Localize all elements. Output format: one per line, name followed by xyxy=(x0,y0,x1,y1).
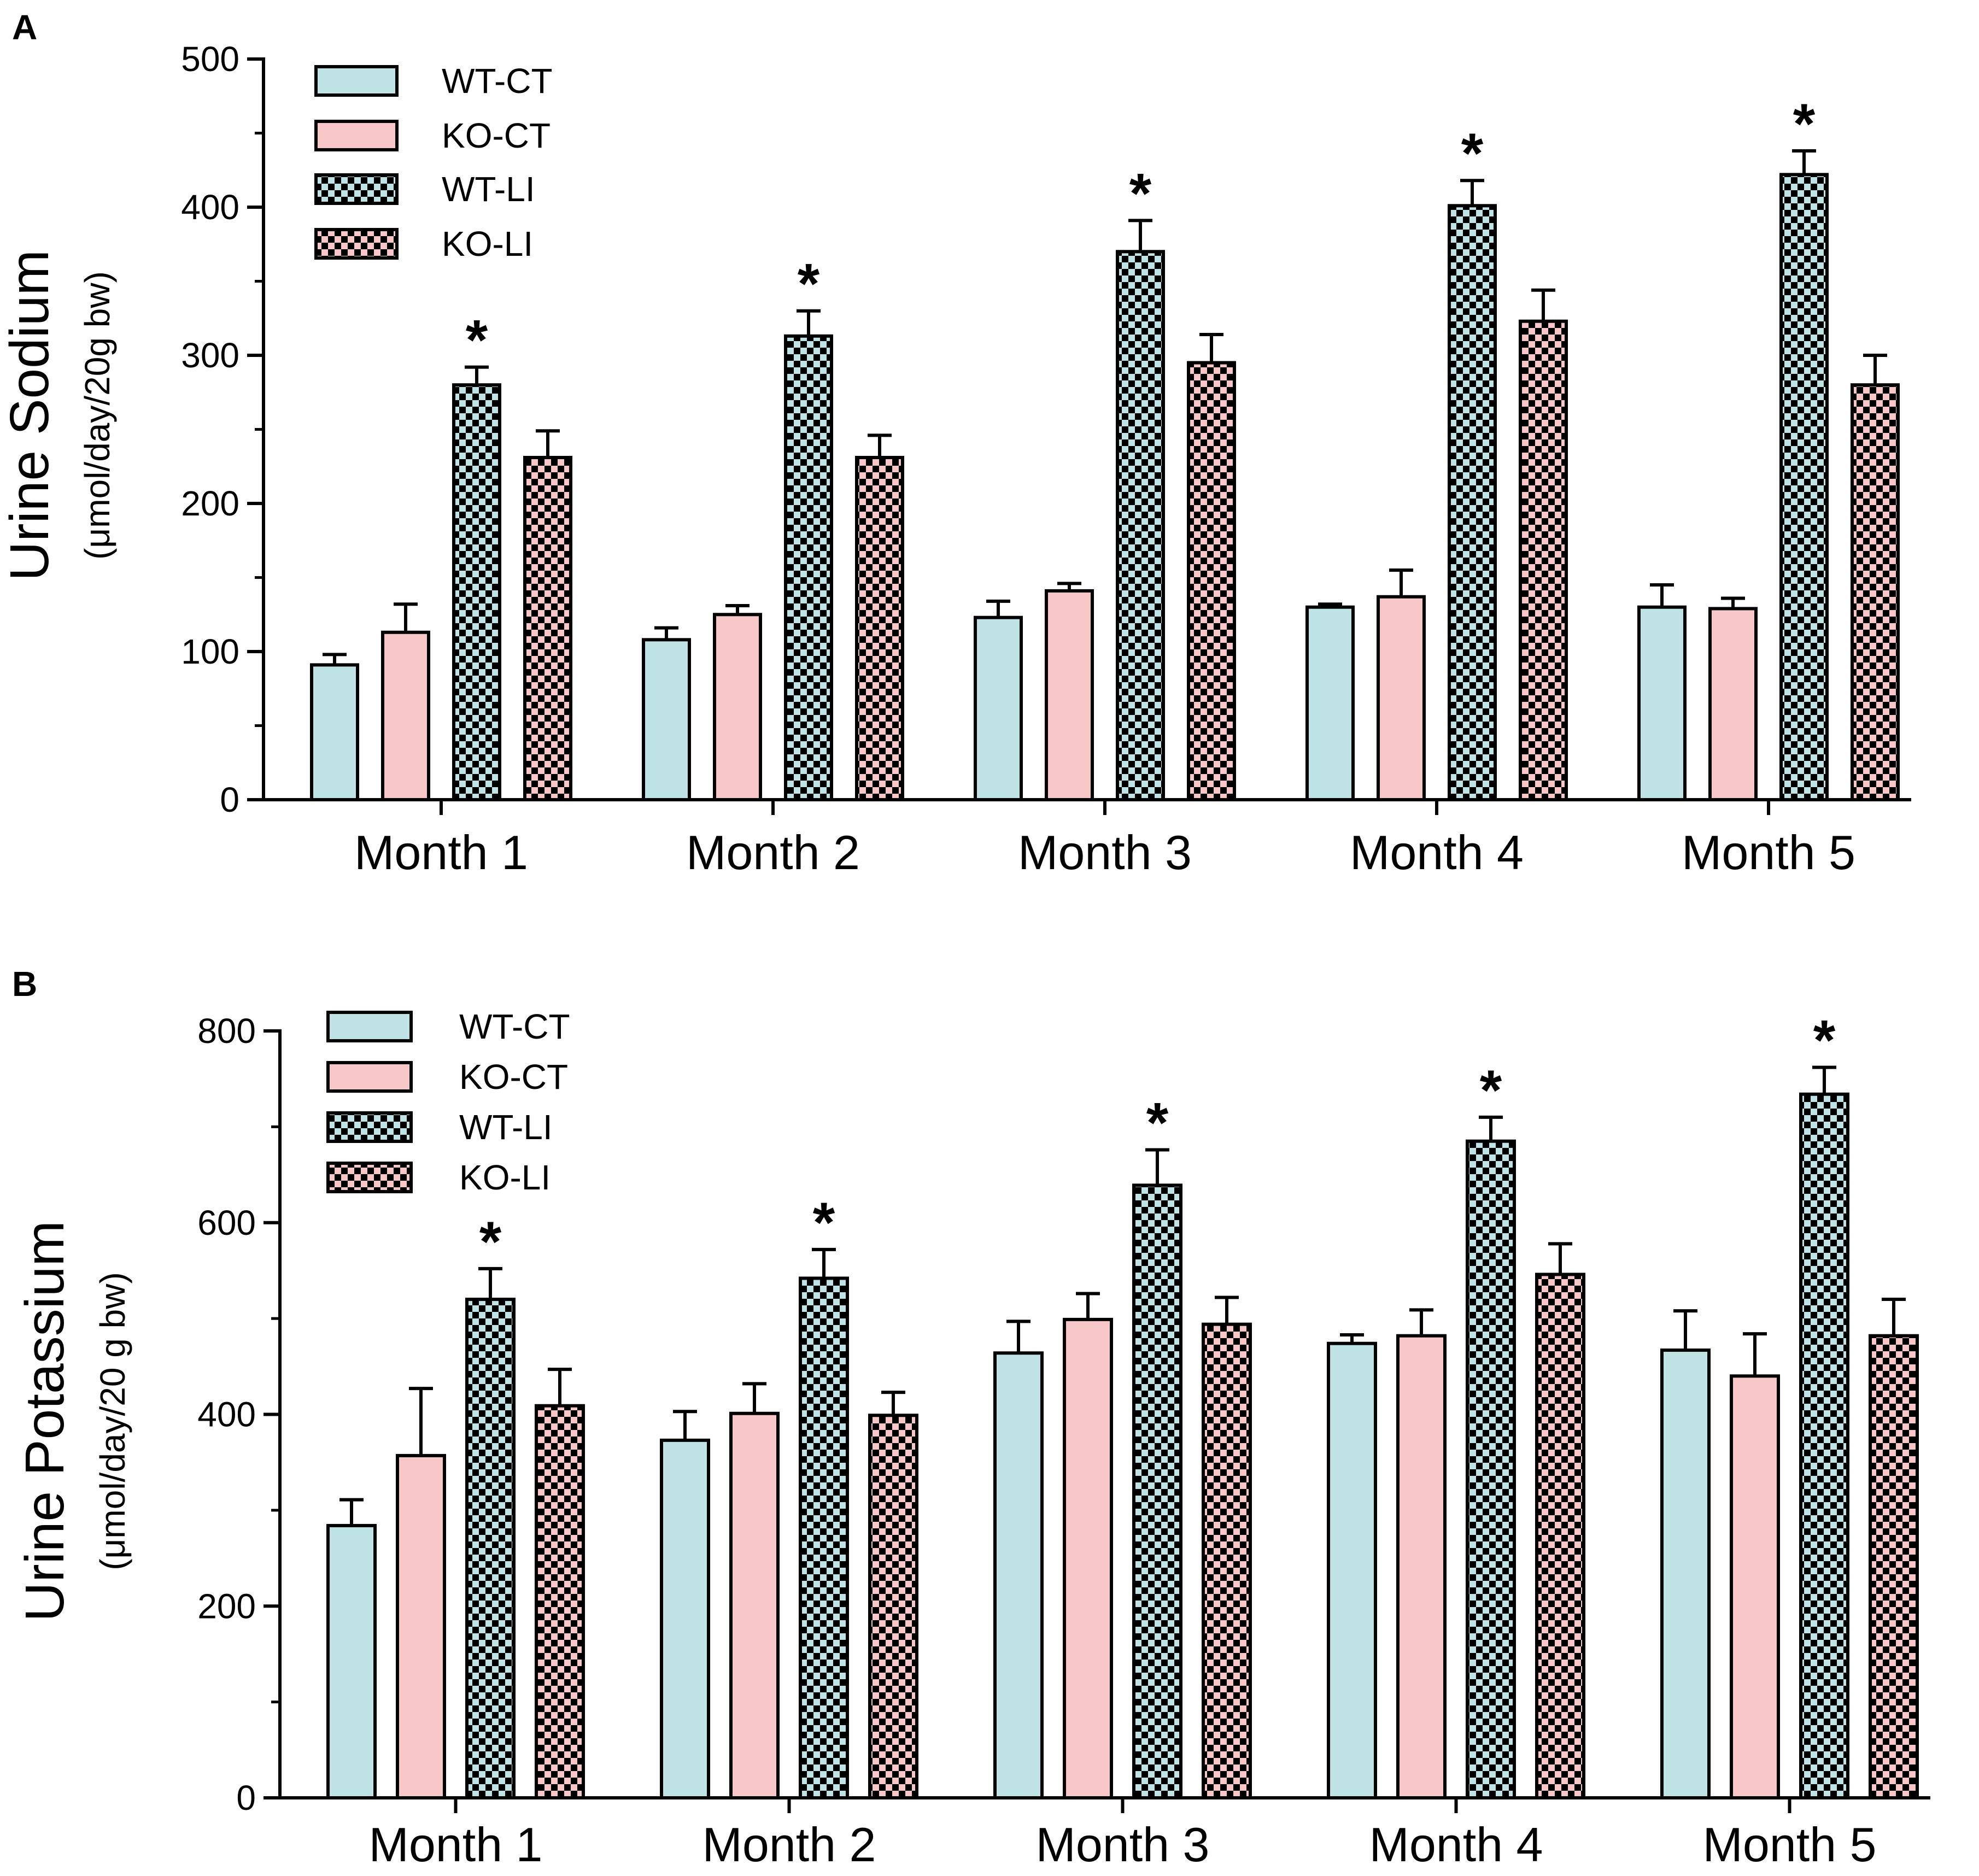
legend-label: WT-LI xyxy=(459,1107,553,1147)
x-tick-label: Month 1 xyxy=(369,1818,543,1872)
legend-label: WT-CT xyxy=(442,61,553,101)
bar xyxy=(1851,383,1900,801)
bar xyxy=(1799,1092,1849,1799)
y-axis-title: Urine Potassium xyxy=(14,1221,75,1622)
bar xyxy=(868,1414,918,1799)
bar xyxy=(642,638,691,801)
legend-label: WT-LI xyxy=(442,169,535,209)
bar xyxy=(1116,250,1165,801)
x-tick-label: Month 5 xyxy=(1703,1818,1877,1872)
bar xyxy=(1448,204,1497,801)
y-axis-units: (μmol/day/20g bw) xyxy=(78,271,117,560)
y-tick-label: 300 xyxy=(181,336,239,375)
y-axis-units: (μmol/day/20 g bw) xyxy=(93,1272,132,1570)
legend-swatch xyxy=(326,1111,413,1143)
bar xyxy=(452,383,501,801)
y-tick-label: 0 xyxy=(220,780,239,819)
legend-swatch xyxy=(314,173,399,205)
bar xyxy=(1045,589,1094,801)
bar xyxy=(855,455,904,801)
plot-area: * * * * * 0 100 200 300 400 500 Month 1 Month 2 Month… xyxy=(181,39,1911,880)
panel-b: B Urine Potassium (μmol/day/20 g bw) * **… xyxy=(12,964,1930,1872)
bar xyxy=(1519,319,1568,801)
significance-marker: * xyxy=(1813,1009,1836,1072)
legend-swatch xyxy=(314,120,399,151)
bar xyxy=(1637,605,1687,801)
plot-area: * * * * * 0 200 400 600 800 Month 1 Month 2 Month 3 M… xyxy=(197,1007,1930,1872)
significance-marker: * xyxy=(1480,1059,1502,1122)
bar xyxy=(974,615,1023,802)
significance-marker: * xyxy=(1129,162,1152,225)
bar xyxy=(1305,605,1355,801)
bar xyxy=(1063,1317,1113,1799)
legend-label: KO-LI xyxy=(442,224,533,263)
significance-marker: * xyxy=(1146,1091,1169,1154)
y-tick-label: 400 xyxy=(181,187,239,227)
bar xyxy=(1660,1348,1711,1799)
bar xyxy=(993,1351,1044,1799)
panel-label: B xyxy=(12,964,37,1004)
bar xyxy=(1708,607,1758,802)
significance-marker: * xyxy=(1461,122,1484,185)
x-tick-label: Month 3 xyxy=(1018,825,1192,880)
bar xyxy=(713,613,762,801)
bar xyxy=(396,1453,446,1799)
bar xyxy=(1396,1334,1447,1799)
x-tick-label: Month 1 xyxy=(354,825,528,880)
bar xyxy=(381,630,430,802)
bar xyxy=(1132,1183,1182,1799)
bar xyxy=(310,663,359,802)
legend-swatch xyxy=(314,65,399,97)
legend-swatch xyxy=(326,1061,413,1093)
bar xyxy=(729,1411,780,1800)
bar xyxy=(326,1523,377,1800)
significance-marker: * xyxy=(1793,92,1816,156)
panel-label: A xyxy=(12,8,37,47)
x-tick-label: Month 4 xyxy=(1350,825,1524,880)
legend-label: KO-CT xyxy=(442,116,551,155)
x-tick-label: Month 4 xyxy=(1369,1818,1543,1872)
significance-marker: * xyxy=(466,309,488,372)
bar xyxy=(1377,595,1426,801)
bar xyxy=(784,334,833,801)
y-tick-label: 500 xyxy=(181,39,239,79)
y-tick-label: 600 xyxy=(197,1203,256,1242)
x-tick-label: Month 2 xyxy=(686,825,860,880)
legend-swatch xyxy=(326,1162,413,1193)
legend-label: KO-LI xyxy=(459,1158,551,1197)
bar xyxy=(1327,1341,1377,1799)
bar xyxy=(1779,173,1829,801)
legend-swatch xyxy=(326,1011,413,1042)
bar xyxy=(1466,1139,1516,1799)
legend-label: WT-CT xyxy=(459,1007,570,1046)
x-tick-label: Month 2 xyxy=(702,1818,876,1872)
bar xyxy=(1187,361,1236,801)
bar xyxy=(799,1276,849,1799)
bar xyxy=(523,455,572,801)
legend-swatch xyxy=(314,228,399,260)
bar xyxy=(465,1298,516,1800)
significance-marker: * xyxy=(798,253,820,316)
y-tick-label: 100 xyxy=(181,632,239,671)
bar xyxy=(1202,1322,1252,1799)
bar xyxy=(1869,1334,1919,1799)
bar xyxy=(1730,1374,1780,1800)
significance-marker: * xyxy=(813,1191,835,1254)
panel-a: A Urine Sodium (μmol/day/20g bw) * * * * * 0 1… xyxy=(0,8,1911,880)
y-tick-label: 200 xyxy=(181,484,239,523)
y-tick-label: 0 xyxy=(236,1778,256,1818)
bar xyxy=(660,1438,710,1800)
x-tick-label: Month 3 xyxy=(1036,1818,1210,1872)
x-tick-label: Month 5 xyxy=(1682,825,1855,880)
y-axis-title: Urine Sodium xyxy=(0,250,60,581)
y-tick-label: 200 xyxy=(197,1586,256,1626)
bar xyxy=(535,1404,585,1800)
y-tick-label: 800 xyxy=(197,1011,256,1051)
legend-label: KO-CT xyxy=(459,1057,568,1097)
y-tick-label: 400 xyxy=(197,1395,256,1434)
significance-marker: * xyxy=(479,1210,502,1274)
bar xyxy=(1535,1273,1585,1799)
